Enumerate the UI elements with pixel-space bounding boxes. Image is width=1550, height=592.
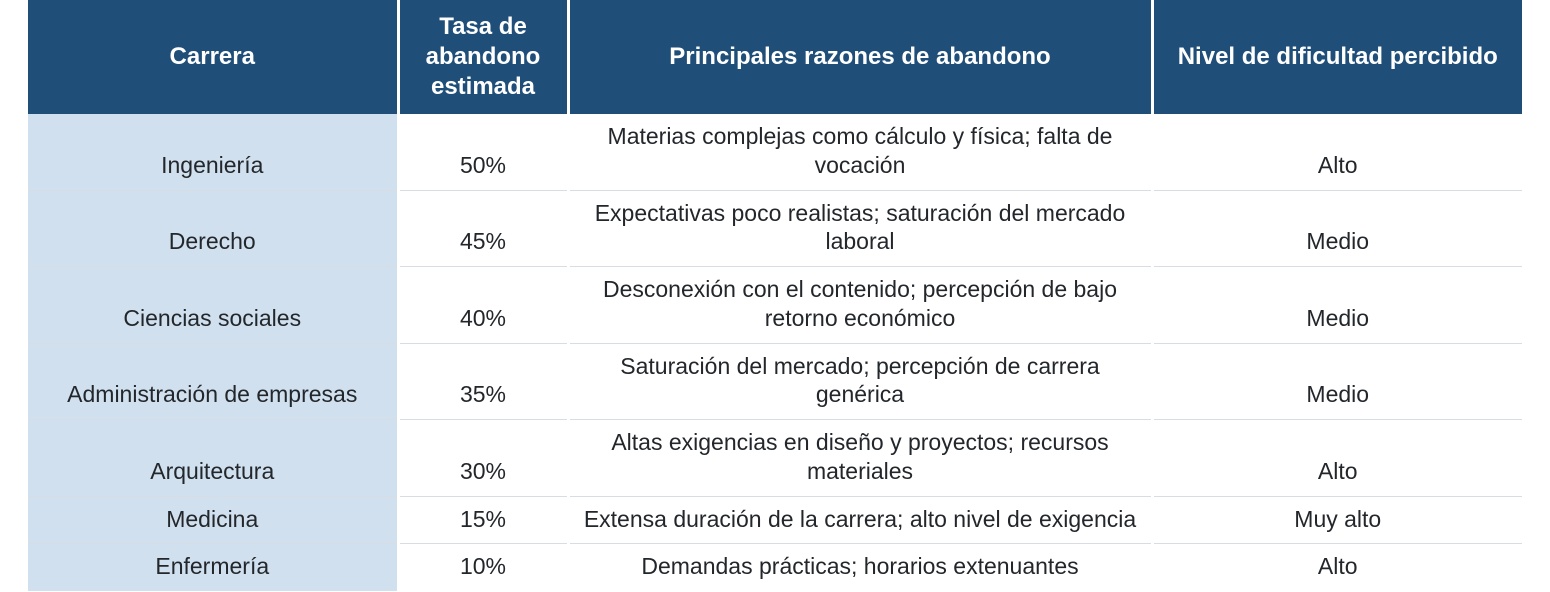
table-row: Enfermería 10% Demandas prácticas; horar… <box>28 544 1522 591</box>
table-header: Carrera Tasa de abandono estimada Princi… <box>28 0 1522 114</box>
col-header-nivel: Nivel de dificultad percibido <box>1152 0 1522 114</box>
cell-carrera: Administración de empresas <box>28 343 398 420</box>
cell-tasa: 40% <box>398 267 568 344</box>
cell-carrera: Medicina <box>28 496 398 544</box>
cell-razones: Extensa duración de la carrera; alto niv… <box>568 496 1152 544</box>
col-header-carrera: Carrera <box>28 0 398 114</box>
table-row: Derecho 45% Expectativas poco realistas;… <box>28 190 1522 267</box>
cell-nivel: Medio <box>1152 267 1522 344</box>
table-header-row: Carrera Tasa de abandono estimada Princi… <box>28 0 1522 114</box>
col-header-razones: Principales razones de abandono <box>568 0 1152 114</box>
cell-razones: Desconexión con el contenido; percepción… <box>568 267 1152 344</box>
cell-nivel: Alto <box>1152 114 1522 190</box>
table-body: Ingeniería 50% Materias complejas como c… <box>28 114 1522 591</box>
cell-tasa: 10% <box>398 544 568 591</box>
dropout-table: Carrera Tasa de abandono estimada Princi… <box>28 0 1522 591</box>
cell-razones: Altas exigencias en diseño y proyectos; … <box>568 420 1152 497</box>
cell-razones: Expectativas poco realistas; saturación … <box>568 190 1152 267</box>
col-header-tasa: Tasa de abandono estimada <box>398 0 568 114</box>
table-row: Ciencias sociales 40% Desconexión con el… <box>28 267 1522 344</box>
cell-tasa: 50% <box>398 114 568 190</box>
cell-razones: Saturación del mercado; percepción de ca… <box>568 343 1152 420</box>
cell-nivel: Alto <box>1152 544 1522 591</box>
cell-carrera: Ciencias sociales <box>28 267 398 344</box>
cell-carrera: Derecho <box>28 190 398 267</box>
cell-razones: Demandas prácticas; horarios extenuantes <box>568 544 1152 591</box>
cell-tasa: 15% <box>398 496 568 544</box>
table-row: Arquitectura 30% Altas exigencias en dis… <box>28 420 1522 497</box>
cell-tasa: 35% <box>398 343 568 420</box>
cell-nivel: Medio <box>1152 190 1522 267</box>
cell-nivel: Medio <box>1152 343 1522 420</box>
cell-razones: Materias complejas como cálculo y física… <box>568 114 1152 190</box>
cell-carrera: Arquitectura <box>28 420 398 497</box>
table-row: Medicina 15% Extensa duración de la carr… <box>28 496 1522 544</box>
cell-carrera: Ingeniería <box>28 114 398 190</box>
cell-tasa: 30% <box>398 420 568 497</box>
cell-nivel: Alto <box>1152 420 1522 497</box>
table-row: Administración de empresas 35% Saturació… <box>28 343 1522 420</box>
table-row: Ingeniería 50% Materias complejas como c… <box>28 114 1522 190</box>
cell-tasa: 45% <box>398 190 568 267</box>
table-container: Carrera Tasa de abandono estimada Princi… <box>0 0 1550 591</box>
cell-nivel: Muy alto <box>1152 496 1522 544</box>
cell-carrera: Enfermería <box>28 544 398 591</box>
